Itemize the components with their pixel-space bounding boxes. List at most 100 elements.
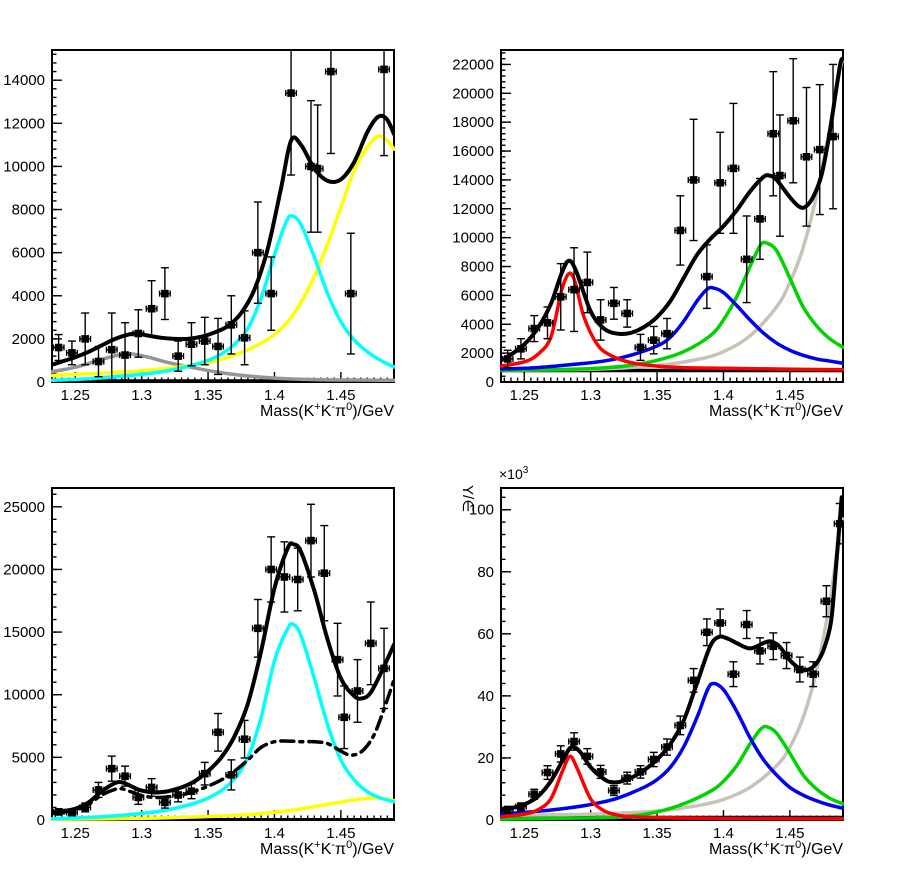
data-marker-square	[756, 647, 764, 655]
data-point	[92, 345, 105, 378]
svg-text:20000: 20000	[3, 561, 45, 578]
curve-green-component	[500, 724, 844, 821]
data-point	[581, 251, 594, 314]
svg-text:1.4: 1.4	[713, 387, 734, 404]
data-point	[621, 299, 634, 328]
svg-text:1.25: 1.25	[510, 825, 539, 842]
data-point	[541, 765, 554, 781]
data-point	[132, 789, 145, 806]
data-marker-square	[623, 774, 631, 782]
data-marker-square	[829, 132, 837, 141]
axis-ticks	[52, 53, 395, 383]
svg-text:1.4: 1.4	[264, 825, 285, 842]
data-marker-square	[68, 349, 76, 357]
data-point	[251, 598, 264, 658]
data-marker-square	[380, 664, 388, 673]
curve-background-dash-dot	[51, 677, 395, 816]
data-point	[661, 317, 674, 350]
data-point	[378, 49, 391, 157]
svg-text:12000: 12000	[452, 201, 494, 218]
svg-text:1.3: 1.3	[131, 387, 152, 404]
data-point	[714, 131, 727, 235]
data-marker-square	[187, 787, 196, 795]
data-marker-square	[313, 164, 322, 173]
data-point	[52, 808, 65, 816]
svg-text:1.45: 1.45	[326, 387, 355, 404]
svg-text:0: 0	[37, 812, 45, 829]
data-point	[238, 719, 251, 759]
y-axis-title: Y/∈	[459, 485, 476, 512]
data-marker-square	[327, 67, 335, 76]
data-marker-square	[776, 171, 784, 180]
data-point	[787, 57, 800, 184]
data-marker-square	[663, 743, 671, 751]
data-point	[687, 667, 700, 693]
svg-text:14000: 14000	[452, 172, 494, 189]
curve-cyan-component	[51, 621, 395, 821]
data-marker-square	[227, 321, 236, 329]
data-marker-square	[822, 597, 831, 606]
svg-text:60: 60	[477, 626, 494, 643]
data-marker-square	[570, 285, 578, 294]
data-point	[807, 661, 820, 688]
data-point	[554, 262, 567, 331]
axis-frame	[51, 487, 395, 821]
data-marker-square	[636, 343, 645, 352]
data-point	[172, 340, 185, 372]
data-marker-square	[200, 337, 209, 345]
axis-frame	[500, 49, 844, 383]
svg-text:12000: 12000	[3, 115, 45, 132]
svg-text:0: 0	[37, 374, 45, 391]
svg-text:16000: 16000	[452, 143, 494, 160]
y-axis-multiplier: ×103	[499, 465, 529, 482]
data-marker-square	[200, 769, 209, 778]
data-marker-square	[54, 343, 63, 352]
data-point	[65, 340, 78, 366]
data-marker-square	[240, 735, 249, 743]
data-marker-square	[596, 768, 605, 776]
data-marker-square	[240, 334, 249, 342]
svg-text:1.35: 1.35	[193, 387, 222, 404]
data-marker-square	[134, 793, 143, 802]
data-point	[105, 312, 118, 383]
chart-panel-bottom-left: 0 5000 10000 15000 20000 25000 1.25 1.3 1.35 1.4 1…	[0, 438, 449, 876]
data-point	[700, 618, 713, 647]
data-point	[65, 808, 78, 817]
data-marker-square	[716, 619, 724, 627]
data-point	[820, 585, 833, 618]
fit-curves	[51, 113, 395, 383]
data-point	[212, 317, 225, 376]
curve-blue-component	[500, 681, 844, 816]
svg-text:4000: 4000	[12, 288, 45, 305]
svg-text:1.35: 1.35	[642, 387, 671, 404]
data-point	[674, 715, 687, 736]
svg-text:22000: 22000	[452, 56, 494, 73]
chart-panel-top-right: 0 2000 4000 6000 8000 10000 12000 14000 16000 180…	[449, 0, 898, 438]
data-point	[344, 232, 357, 355]
curve-green-component	[500, 240, 844, 372]
svg-text:80: 80	[477, 564, 494, 581]
svg-text:1.45: 1.45	[775, 825, 804, 842]
data-marker-square	[689, 676, 698, 685]
data-marker-square	[676, 721, 685, 730]
data-point	[92, 781, 105, 799]
data-points	[501, 502, 844, 814]
data-marker-square	[756, 215, 764, 223]
data-points	[501, 57, 840, 369]
data-marker-square	[254, 248, 262, 257]
data-marker-square	[134, 329, 143, 338]
data-point	[132, 309, 145, 358]
data-point	[338, 685, 351, 750]
x-axis-title: Mass(K+K-π0)/GeV	[260, 401, 394, 420]
data-point	[813, 83, 826, 216]
data-point	[158, 796, 171, 809]
data-point	[145, 777, 158, 797]
data-point	[767, 70, 780, 197]
axis-tick-labels: 0 2000 4000 6000 8000 10000 12000 14000 1.25 1.3 1…	[3, 72, 355, 404]
data-marker-square	[107, 345, 116, 354]
axis-tick-labels: 0 5000 10000 15000 20000 25000 1.25 1.3 1.35 1.4 1…	[3, 499, 355, 842]
curve-total-fit	[500, 56, 844, 363]
svg-text:6000: 6000	[461, 287, 494, 304]
data-marker-square	[214, 728, 222, 737]
data-marker-square	[267, 289, 275, 298]
